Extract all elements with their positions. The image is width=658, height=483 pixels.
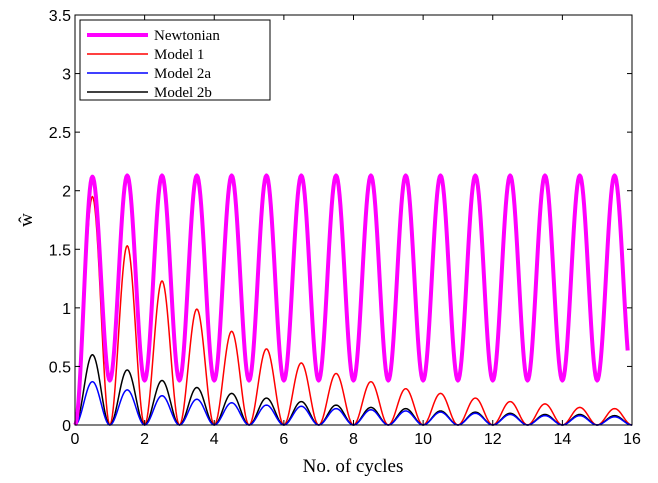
series-line-model-1 — [74, 195, 633, 426]
legend-entry: Model 1 — [154, 47, 204, 63]
y-tick-label: 2.5 — [49, 125, 71, 142]
x-tick-label: 0 — [71, 431, 80, 448]
y-tick-label: 1 — [62, 301, 71, 318]
legend-entry: Model 2a — [154, 66, 211, 82]
tick-layer: 0 2 4 6 8 10 12 14 16 0 0.5 1 1.5 2 2.5 3 3.5 — [49, 8, 641, 448]
x-axis-label: No. of cycles — [303, 456, 404, 477]
x-tick-label: 2 — [140, 431, 149, 448]
y-tick-label: 2 — [62, 184, 71, 201]
x-tick-label: 14 — [553, 431, 571, 448]
y-tick-label: 1.5 — [49, 242, 71, 259]
y-axis-label: ŵ — [16, 213, 37, 227]
x-tick-label: 6 — [279, 431, 288, 448]
y-tick-label: 3.5 — [49, 8, 71, 25]
y-tick-label: 3 — [62, 67, 71, 84]
series-line-model-2b — [74, 353, 633, 426]
x-tick-label: 8 — [349, 431, 358, 448]
y-tick-label: 0 — [62, 418, 71, 435]
legend-entry: Model 2b — [154, 85, 212, 101]
x-tick-label: 10 — [414, 431, 432, 448]
series-line-model-2a — [74, 380, 633, 426]
y-tick-label: 0.5 — [49, 359, 71, 376]
x-tick-label: 16 — [623, 431, 641, 448]
x-tick-label: 12 — [484, 431, 502, 448]
series-layer — [73, 173, 633, 426]
series-line-newtonian — [73, 173, 630, 426]
legend-entry: Newtonian — [154, 28, 220, 44]
x-tick-label: 4 — [210, 431, 219, 448]
legend: Newtonian Model 1 Model 2a Model 2b — [79, 19, 271, 101]
